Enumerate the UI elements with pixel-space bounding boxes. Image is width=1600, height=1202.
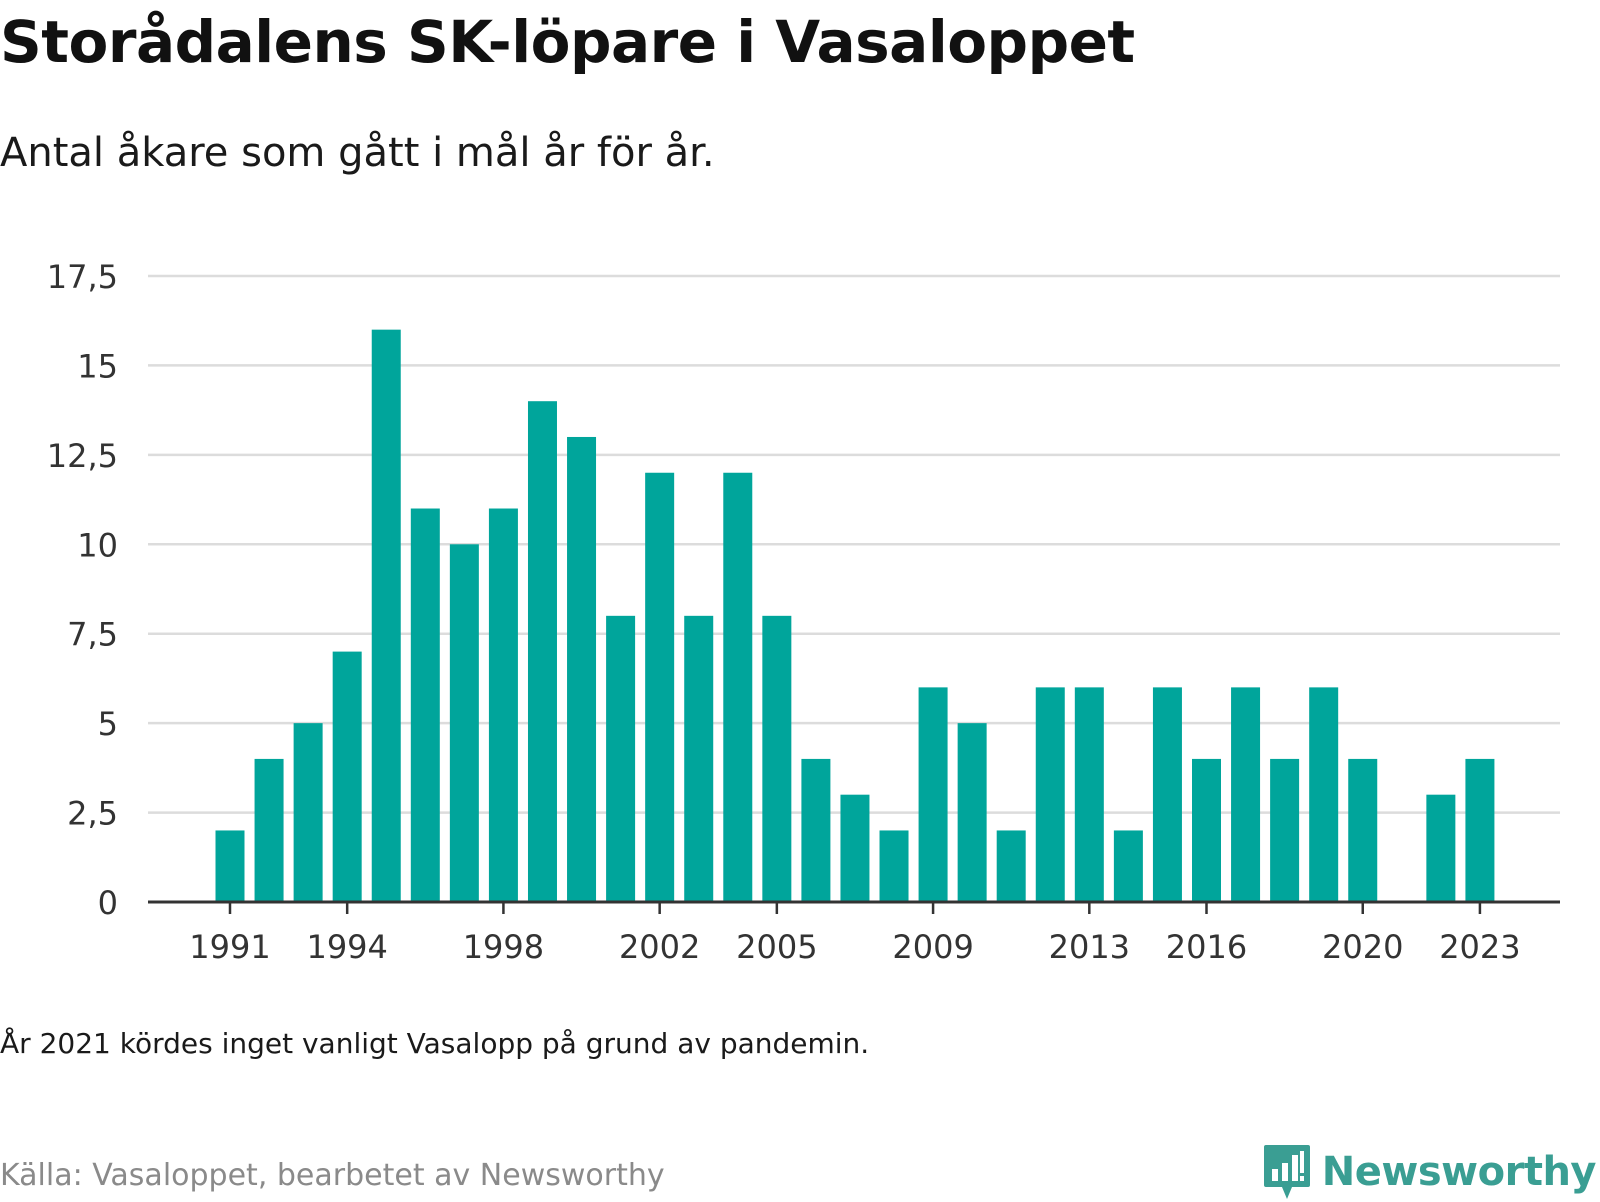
bar-2011 [996, 830, 1026, 902]
x-tick-label: 2002 [619, 928, 700, 966]
bar-2004 [723, 472, 753, 902]
axes: 0 2,5 5 7,5 10 12,5 15 17,5 1991 1994 1998 2002 2005… [47, 258, 1560, 966]
bar-1995 [371, 329, 401, 903]
chart-title: Storådalens SK-löpare i Vasaloppet [0, 8, 1135, 76]
bar-1996 [410, 508, 440, 902]
bar-chart: 0 2,5 5 7,5 10 12,5 15 17,5 1991 1994 1998 2002 2005… [47, 258, 1560, 966]
source-credit: Källa: Vasaloppet, bearbetet av Newswort… [0, 1158, 665, 1193]
x-tick-label: 1994 [306, 928, 387, 966]
bar-2001 [606, 615, 636, 902]
bar-2007 [840, 794, 870, 902]
y-tick-label: 15 [77, 347, 118, 385]
x-tick-label: 2005 [736, 928, 817, 966]
bar-2002 [645, 472, 675, 902]
bar-2009 [918, 687, 948, 902]
bar-1998 [488, 508, 518, 902]
bar-2019 [1309, 687, 1339, 902]
bar-2020 [1348, 758, 1378, 902]
x-tick-label: 2009 [892, 928, 973, 966]
bar-1999 [527, 401, 557, 902]
bar-2016 [1192, 758, 1221, 902]
bar-1992 [254, 758, 284, 902]
x-tick-label: 2016 [1166, 928, 1247, 966]
y-tick-label: 5 [98, 705, 118, 743]
bars [215, 329, 1495, 903]
x-tick-label: 1991 [189, 928, 270, 966]
bar-2012 [1035, 687, 1065, 902]
bar-2005 [762, 615, 792, 902]
bar-2013 [1074, 687, 1104, 902]
bar-1991 [215, 830, 245, 902]
bar-1997 [449, 544, 479, 902]
brand-name: Newsworthy [1321, 1149, 1597, 1195]
bar-2000 [567, 436, 597, 902]
bar-1994 [332, 651, 362, 902]
newsworthy-logo: Newsworthy [1262, 1142, 1597, 1202]
y-tick-label: 0 [98, 884, 118, 922]
newsworthy-logo-icon [1263, 1145, 1310, 1199]
y-tick-label: 17,5 [47, 258, 118, 296]
bar-2003 [684, 615, 714, 902]
bar-2010 [957, 723, 987, 902]
bar-2018 [1270, 758, 1300, 902]
y-tick-label: 12,5 [47, 437, 118, 475]
chart-subtitle: Antal åkare som gått i mål år för år. [0, 130, 715, 176]
x-tick-label: 2013 [1049, 928, 1130, 966]
bar-1993 [293, 723, 323, 902]
x-tick-label: 1998 [463, 928, 544, 966]
footnote: År 2021 kördes inget vanligt Vasalopp på… [0, 1027, 870, 1060]
bar-2023 [1465, 758, 1495, 902]
bar-2006 [801, 758, 831, 902]
y-tick-label: 7,5 [67, 616, 118, 654]
bar-2015 [1152, 687, 1182, 902]
x-tick-label: 2023 [1439, 928, 1520, 966]
bar-2008 [879, 830, 909, 902]
x-tick-label: 2020 [1322, 928, 1403, 966]
bar-2014 [1113, 830, 1143, 902]
bar-2022 [1426, 794, 1456, 902]
y-tick-label: 2,5 [67, 795, 118, 833]
bar-2017 [1231, 687, 1261, 902]
y-tick-label: 10 [77, 526, 118, 564]
